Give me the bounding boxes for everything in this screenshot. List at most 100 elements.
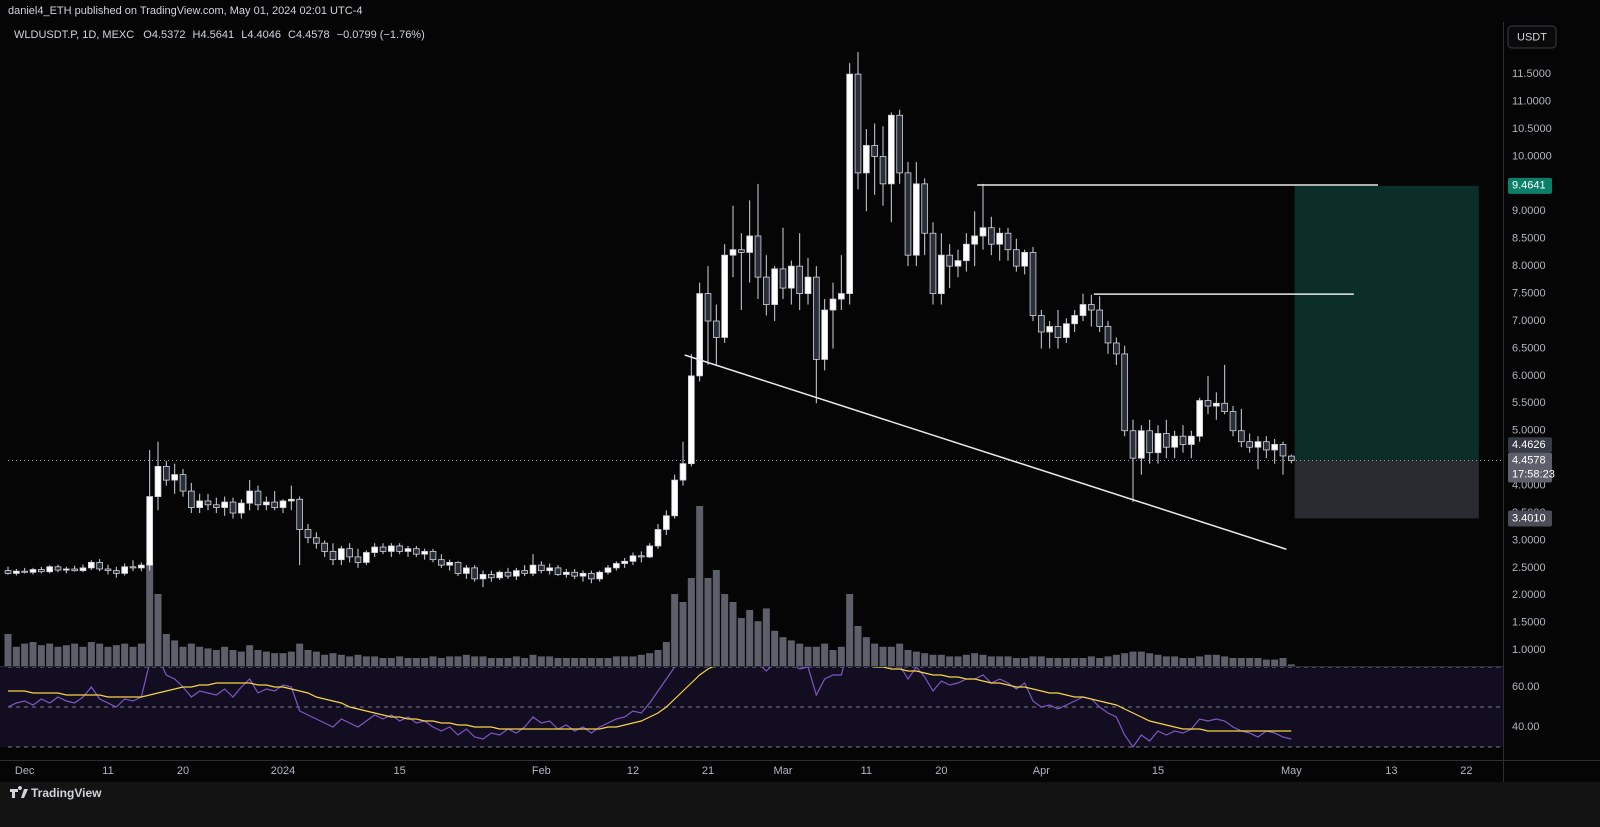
volume-bar: [454, 656, 462, 666]
candle-body: [371, 546, 378, 553]
volume-bar: [304, 650, 312, 666]
volume-bar: [137, 643, 145, 666]
rsi-line: [7, 667, 1292, 749]
candle-body: [263, 501, 270, 506]
volume-bar: [629, 656, 637, 666]
candle-body: [38, 569, 45, 573]
candle-body: [804, 276, 812, 294]
volume-bar: [471, 656, 479, 666]
rsi-tick-label: 40.00: [1512, 721, 1540, 733]
target-tag: 9.4641: [1512, 180, 1546, 192]
y-tick-label: 7.5000: [1512, 287, 1546, 299]
volume-bar: [1196, 656, 1204, 666]
volume-bar: [704, 578, 712, 666]
volume-bar: [229, 650, 237, 666]
volume-bar: [637, 654, 645, 666]
volume-bar: [4, 634, 12, 666]
candle-body: [796, 265, 803, 294]
x-tick-label: May: [1281, 765, 1302, 777]
x-tick-label: 2024: [271, 765, 295, 777]
candle-body: [979, 227, 987, 237]
candle-body: [1029, 252, 1037, 316]
candle-body: [929, 232, 937, 294]
volume-bar: [12, 646, 20, 666]
volume-bar: [1121, 653, 1129, 666]
volume-bar: [554, 658, 562, 666]
volume-bar: [379, 658, 387, 666]
volume-bar: [1254, 658, 1262, 666]
volume-bar: [1187, 658, 1195, 666]
x-tick-label: 21: [702, 765, 714, 777]
volume-bar: [1104, 656, 1112, 666]
y-tick-label: 6.0000: [1512, 370, 1546, 382]
volume-bar: [46, 643, 54, 666]
volume-bar: [496, 658, 504, 666]
y-tick-label: 1.0000: [1512, 644, 1546, 656]
candle-body: [488, 574, 495, 579]
candle-body: [1113, 342, 1120, 355]
volume-bar: [412, 658, 420, 666]
candle-body: [1279, 444, 1287, 457]
candle-body: [1213, 402, 1220, 407]
candle-body: [746, 235, 753, 253]
candle-body: [1004, 232, 1012, 251]
last-price-tag: 4.4578: [1512, 454, 1546, 466]
volume-bar: [612, 656, 620, 666]
volume-bar: [946, 656, 954, 666]
candle-body: [946, 254, 953, 267]
candle-body: [288, 498, 295, 502]
volume-bar: [437, 658, 445, 666]
volume-bar: [1162, 656, 1170, 666]
candle-body: [179, 474, 187, 492]
volume-bar: [779, 637, 787, 666]
candle-body: [1079, 304, 1087, 316]
volume-bar: [512, 656, 520, 666]
candle-body: [729, 249, 737, 256]
candle-body: [4, 570, 12, 574]
x-tick-label: 12: [627, 765, 639, 777]
volume-bar: [1071, 658, 1079, 666]
volume-bar: [929, 654, 937, 666]
candle-body: [1171, 435, 1178, 448]
candle-body: [596, 571, 603, 580]
candle-body: [1246, 441, 1253, 448]
footer-bar: [0, 782, 1600, 827]
volume-bar: [487, 658, 495, 666]
volume-bar: [462, 654, 470, 666]
volume-bar: [187, 643, 195, 666]
volume-bar: [329, 653, 337, 666]
volume-bar: [746, 610, 754, 666]
volume-bar: [1029, 656, 1037, 666]
target-tag-bg: [1508, 177, 1552, 194]
candle-body: [654, 529, 662, 547]
volume-bar: [1004, 656, 1012, 666]
candle-body: [554, 567, 562, 575]
volume-bar: [912, 651, 920, 666]
volume-bar: [154, 594, 162, 666]
candle-body: [1271, 444, 1278, 451]
candle-body: [96, 562, 103, 570]
legend-symbol: WLDUSDT.P, 1D, MEXC: [14, 29, 134, 41]
volume-bar: [1054, 658, 1062, 666]
candle-body: [771, 268, 778, 305]
candle-body: [788, 265, 795, 289]
candle-body: [1021, 252, 1028, 267]
x-tick-label: 15: [1152, 765, 1164, 777]
currency-button[interactable]: [1507, 25, 1557, 49]
candle-body: [913, 183, 920, 256]
x-tick-label: Dec: [15, 765, 35, 777]
candle-body: [396, 545, 403, 552]
currency-label[interactable]: USDT: [1517, 31, 1547, 43]
volume-bar: [1271, 659, 1279, 666]
candle-body: [404, 548, 412, 552]
volume-bar: [396, 656, 404, 666]
candle-body: [921, 183, 928, 234]
volume-bar: [1246, 658, 1254, 666]
volume-bar: [321, 654, 329, 666]
candle-body: [1096, 309, 1103, 327]
candle-body: [1088, 304, 1095, 311]
volume-bar: [937, 654, 945, 666]
candle-body: [879, 156, 887, 185]
candle-body: [1071, 315, 1078, 325]
candle-body: [1196, 400, 1203, 437]
